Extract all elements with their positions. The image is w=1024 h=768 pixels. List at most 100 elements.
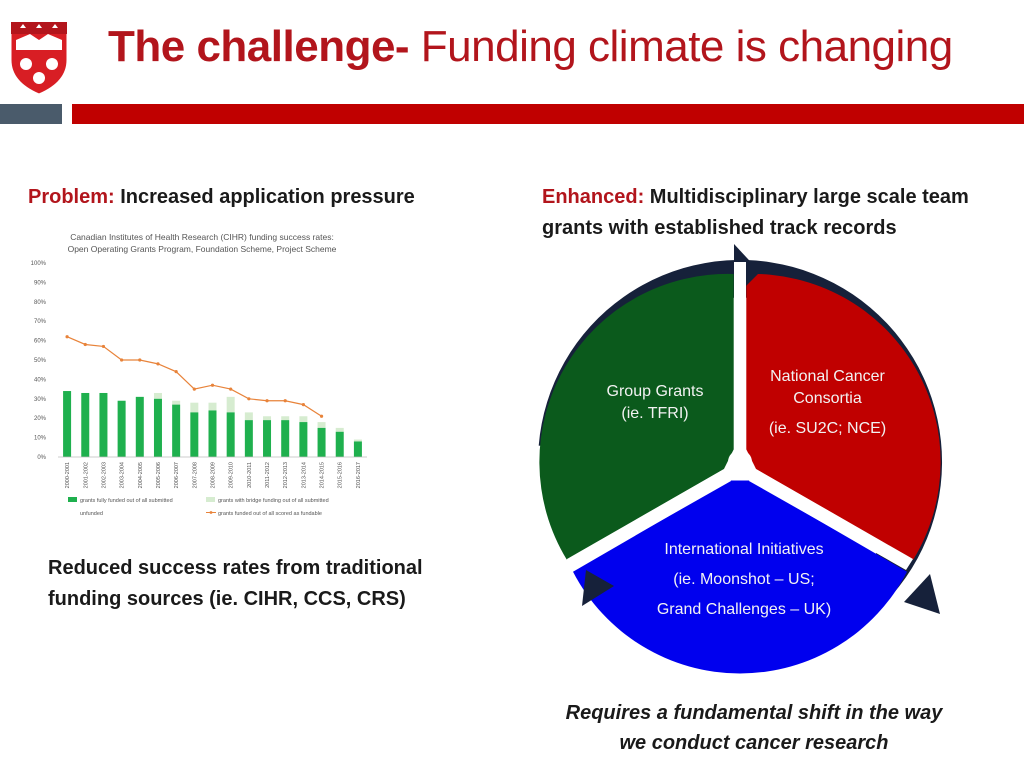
mcgill-shield-logo (10, 21, 68, 95)
slide-title-bold: The challenge- (108, 22, 410, 71)
fundable-success-point (83, 342, 87, 347)
x-tick-label: 2002-2003 (101, 462, 107, 488)
fundable-success-point (101, 344, 106, 349)
funded-bar (190, 412, 199, 457)
arrowhead-left (582, 570, 614, 606)
y-tick-label: 40% (34, 377, 47, 383)
chart-title: Canadian Institutes of Health Research (… (70, 232, 334, 242)
group-grants-title: Group Grants (606, 383, 704, 400)
chart-subtitle: Open Operating Grants Program, Foundatio… (68, 244, 337, 254)
funded-bar (172, 404, 181, 457)
x-tick-label: 2004-2005 (138, 462, 144, 488)
x-tick-label: 2015-2016 (338, 462, 344, 488)
fundable-success-point (210, 383, 215, 387)
x-tick-label: 2006-2007 (174, 462, 180, 488)
slide-title: The challenge- Funding climate is changi… (108, 22, 953, 72)
conclusion-line-1: Requires a fundamental shift in the way (565, 702, 943, 724)
legend-swatch (67, 509, 78, 516)
x-tick-label: 2016-2017 (356, 462, 362, 488)
x-tick-label: 2009-2010 (229, 462, 235, 488)
bridge-bar (226, 396, 235, 413)
y-tick-label: 60% (34, 339, 47, 345)
problem-summary: Reduced success rates from traditional f… (48, 557, 423, 610)
header-band-grey (0, 104, 62, 124)
y-tick-label: 0% (37, 455, 46, 461)
fundable-success-point (174, 370, 178, 374)
fundable-success-point (319, 414, 324, 418)
group-grants-label: Group Grants (ie. TFRI) (588, 381, 722, 425)
x-tick-label: 2011-2012 (265, 462, 271, 488)
funding-cycle-diagram (538, 244, 943, 674)
funded-bar (317, 427, 326, 457)
bridge-bar (190, 402, 199, 413)
funded-bar (226, 412, 235, 457)
fundable-success-point (192, 387, 196, 391)
y-tick-label: 50% (34, 358, 47, 364)
y-tick-label: 70% (34, 319, 47, 325)
problem-label: Problem: (28, 186, 115, 208)
bridge-bar (208, 402, 217, 411)
fundable-success-point (301, 403, 305, 407)
funded-bar (335, 431, 344, 457)
fundable-success-point (120, 358, 124, 362)
funded-bar (281, 420, 290, 457)
funded-bar (299, 422, 308, 457)
bridge-bar (153, 392, 162, 399)
legend-swatch (68, 497, 77, 502)
legend-label: grants fully funded out of all submitted (80, 498, 173, 504)
fundable-success-point (283, 399, 287, 403)
bridge-bar (263, 416, 272, 421)
international-example-1: (ie. Moonshot – US; (673, 571, 815, 588)
national-consortia-title-2: Consortia (793, 390, 862, 407)
funded-bar (63, 391, 72, 457)
segment-national-consortia (746, 273, 941, 560)
enhanced-heading: Enhanced: Multidisciplinary large scale … (542, 182, 1022, 244)
segment-group-grants (539, 273, 734, 560)
national-consortia-title-1: National Cancer (770, 368, 885, 385)
x-tick-label: 2001-2002 (83, 462, 89, 488)
funded-bar (135, 396, 144, 457)
bridge-bar (244, 412, 253, 421)
x-tick-label: 2013-2014 (301, 462, 307, 488)
fundable-success-point (265, 399, 269, 403)
bridge-bar (353, 439, 362, 442)
bridge-bar (317, 422, 326, 428)
bridge-bar (281, 416, 290, 421)
funded-bar (353, 441, 362, 457)
problem-text: Increased application pressure (114, 186, 415, 208)
bridge-bar (335, 427, 344, 432)
international-example-2: Grand Challenges – UK) (656, 601, 832, 618)
segment-international (573, 480, 907, 674)
y-tick-label: 30% (34, 397, 47, 403)
arrowhead-right (904, 574, 940, 614)
x-tick-label: 2008-2009 (211, 462, 217, 488)
x-tick-label: 2005-2006 (156, 462, 162, 488)
conclusion-text: Requires a fundamental shift in the way … (520, 698, 988, 758)
cihr-success-rate-chart: Canadian Institutes of Health Research (… (31, 232, 367, 517)
fundable-success-point (138, 358, 142, 362)
x-tick-label: 2012-2013 (283, 462, 289, 488)
problem-heading: Problem: Increased application pressure (28, 182, 488, 213)
enhanced-text: Multidisciplinary large scale team grant… (542, 186, 969, 239)
legend-label: grants funded out of all scored as funda… (218, 511, 322, 517)
legend-label: unfunded (80, 511, 103, 517)
funded-bar (208, 410, 217, 457)
y-tick-label: 20% (34, 416, 47, 422)
conclusion-line-2: we conduct cancer research (619, 732, 889, 754)
x-tick-label: 2007-2008 (192, 462, 198, 488)
y-tick-label: 90% (34, 280, 47, 286)
international-initiatives-label: International Initiatives (ie. Moonshot … (628, 535, 860, 625)
y-tick-label: 10% (34, 436, 47, 442)
header-band-red (72, 104, 1024, 124)
enhanced-label: Enhanced: (542, 186, 645, 208)
national-consortia-label: National Cancer Consortia (ie. SU2C; NCE… (750, 366, 905, 440)
funded-bar (117, 400, 126, 457)
fundable-success-point (247, 397, 251, 401)
x-tick-label: 2014-2015 (320, 462, 326, 488)
group-grants-example: (ie. TFRI) (621, 405, 689, 422)
x-tick-label: 2010-2011 (247, 462, 253, 488)
bridge-bar (172, 400, 181, 405)
national-consortia-example: (ie. SU2C; NCE) (768, 420, 887, 437)
legend-swatch-dot (209, 511, 213, 514)
legend-swatch (206, 497, 215, 502)
